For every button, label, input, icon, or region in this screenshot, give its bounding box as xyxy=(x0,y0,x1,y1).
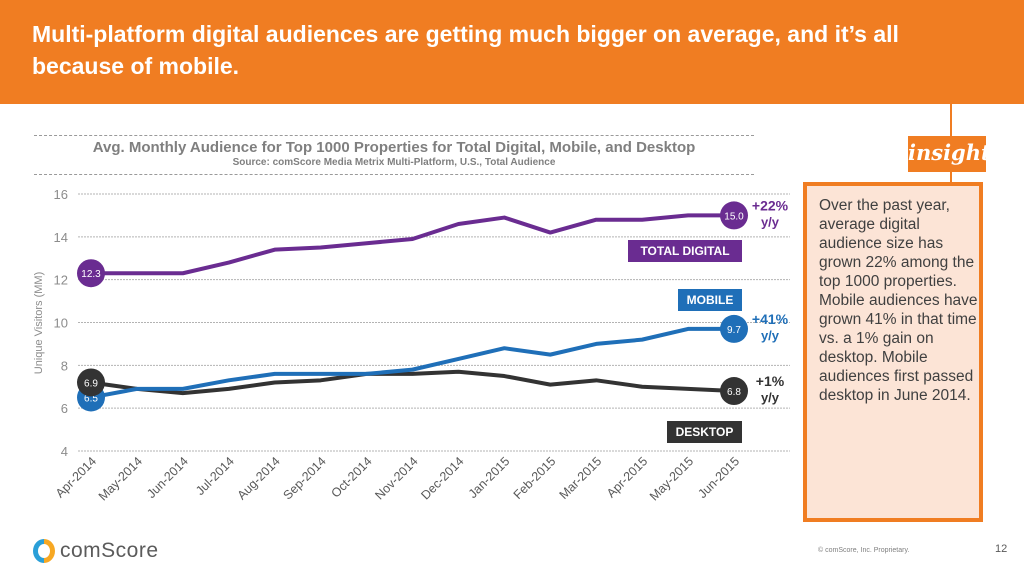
x-tick-label: Jul-2014 xyxy=(193,454,237,498)
x-tick-label: Sep-2014 xyxy=(281,454,329,502)
series-legend-label-total-digital: TOTAL DIGITAL xyxy=(640,244,729,258)
x-tick-label: Oct-2014 xyxy=(328,454,374,500)
series-line-total-digital xyxy=(91,213,734,276)
page-number: 12 xyxy=(995,543,1008,555)
y-tick-label: 10 xyxy=(54,316,68,331)
change-label-mobile: +41% xyxy=(752,311,789,327)
comscore-logo-text: comScore xyxy=(60,539,159,562)
x-tick-label: May-2015 xyxy=(647,454,696,503)
series-legend-box-mobile xyxy=(678,289,742,311)
y-tick-label: 12 xyxy=(54,273,68,288)
end-value-label: 9.7 xyxy=(727,325,741,336)
x-tick-label: Jun-2014 xyxy=(144,454,191,501)
change-unit-total-digital: y/y xyxy=(761,214,780,229)
x-tick-label: Aug-2014 xyxy=(235,454,283,502)
start-marker-total-digital xyxy=(77,259,105,288)
x-tick-label: Jun-2015 xyxy=(695,454,742,501)
x-tick-label: Mar-2015 xyxy=(557,454,605,502)
x-tick-label: Nov-2014 xyxy=(372,454,420,502)
series-legend-box-desktop xyxy=(667,421,742,443)
insight-box: Over the past year, average digital audi… xyxy=(803,182,983,522)
change-label-total-digital: +22% xyxy=(752,197,789,213)
start-value-label: 12.3 xyxy=(81,269,101,280)
comscore-logo-icon xyxy=(33,539,55,563)
start-value-label: 6.9 xyxy=(84,378,98,389)
x-tick-label: Apr-2014 xyxy=(53,454,99,500)
series-legend-box-total-digital xyxy=(628,240,742,262)
copyright-notice: © comScore, Inc. Proprietary. xyxy=(818,547,910,554)
series-line-mobile xyxy=(90,326,734,400)
x-tick-label: Jan-2015 xyxy=(466,454,513,501)
end-value-label: 6.8 xyxy=(727,387,741,398)
change-unit-mobile: y/y xyxy=(761,328,780,343)
y-tick-label: 14 xyxy=(54,230,68,245)
chart-subtitle: Source: comScore Media Metrix Multi-Plat… xyxy=(232,157,556,168)
start-marker-desktop xyxy=(77,368,105,397)
insight-connector xyxy=(950,172,952,182)
change-label-desktop: +1% xyxy=(756,373,785,389)
series-line-desktop xyxy=(90,369,735,396)
x-tick-label: Apr-2015 xyxy=(604,454,650,500)
end-marker-desktop xyxy=(720,377,748,406)
x-tick-label: Feb-2015 xyxy=(511,454,559,502)
slide-header: Multi-platform digital audiences are get… xyxy=(0,0,1024,104)
x-tick-label: Dec-2014 xyxy=(418,454,466,502)
insight-text: Over the past year, average digital audi… xyxy=(819,197,978,404)
y-tick-label: 4 xyxy=(61,444,68,459)
end-value-label: 15.0 xyxy=(724,211,744,222)
y-axis-label: Unique Visitors (MM) xyxy=(33,272,45,375)
chart-title: Avg. Monthly Audience for Top 1000 Prope… xyxy=(92,139,696,156)
slide-title: Multi-platform digital audiences are get… xyxy=(32,21,899,79)
change-unit-desktop: y/y xyxy=(761,390,780,405)
insight-badge: insight xyxy=(908,136,991,172)
x-tick-label: May-2014 xyxy=(96,454,145,503)
insight-vertical-rule xyxy=(950,104,952,136)
start-value-label: 6.5 xyxy=(84,393,98,404)
y-tick-label: 8 xyxy=(61,358,68,373)
series-legend-label-desktop: DESKTOP xyxy=(676,425,734,439)
y-tick-label: 16 xyxy=(54,187,68,202)
series-legend-label-mobile: MOBILE xyxy=(687,293,734,307)
chart-title-box: Avg. Monthly Audience for Top 1000 Prope… xyxy=(34,135,754,175)
y-tick-label: 6 xyxy=(61,401,68,416)
end-marker-total-digital xyxy=(720,201,748,230)
end-marker-mobile xyxy=(720,314,748,343)
